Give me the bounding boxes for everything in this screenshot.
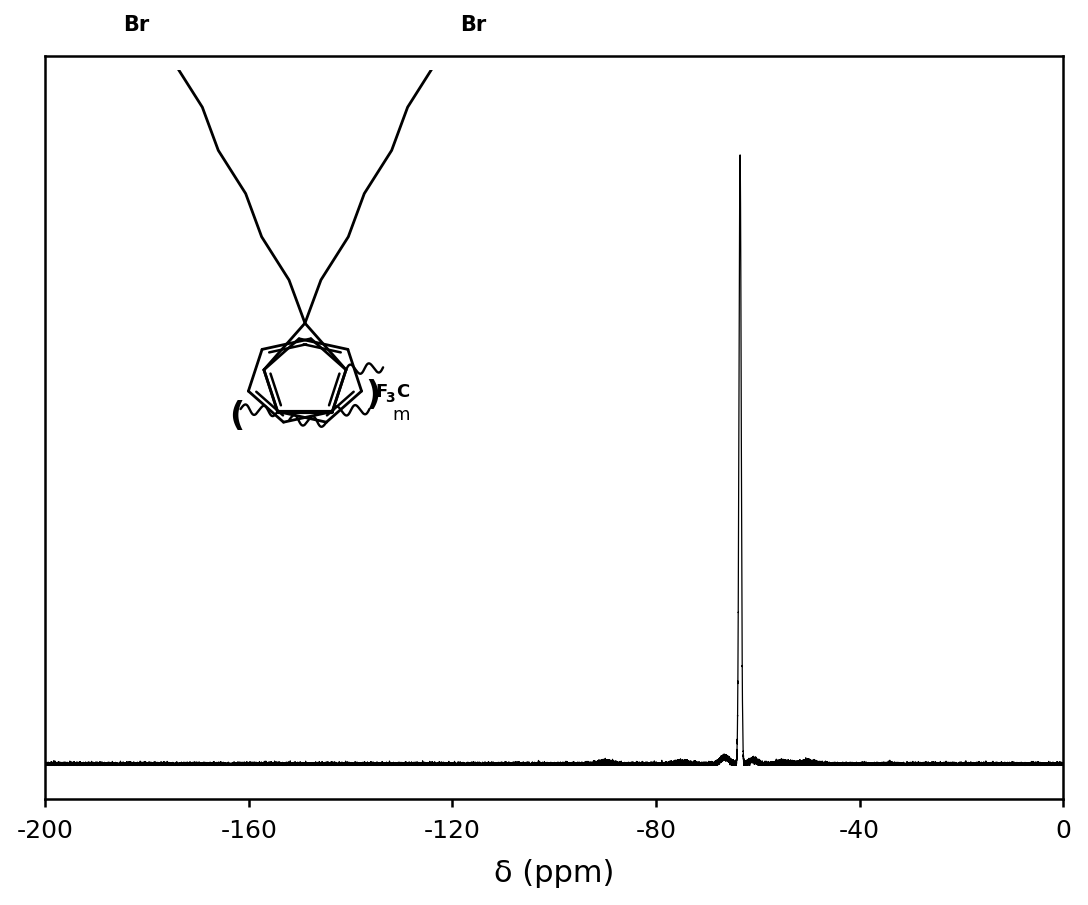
- X-axis label: δ (ppm): δ (ppm): [494, 860, 615, 889]
